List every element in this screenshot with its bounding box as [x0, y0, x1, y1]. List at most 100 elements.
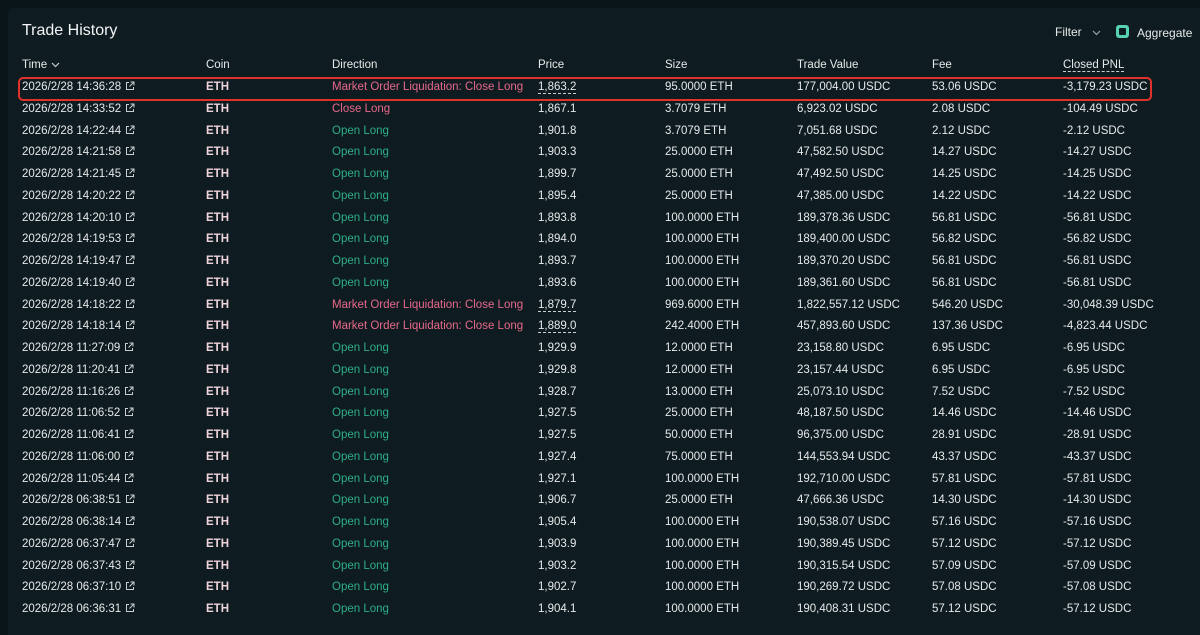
time[interactable]: 2026/2/28 11:06:41	[22, 429, 134, 441]
time[interactable]: 2026/2/28 06:37:10	[22, 581, 135, 593]
external-link-icon[interactable]	[125, 168, 135, 178]
external-link-icon[interactable]	[124, 429, 134, 439]
time[interactable]: 2026/2/28 14:20:10	[22, 212, 135, 224]
trade-value: 190,408.31 USDC	[797, 603, 891, 615]
external-link-icon[interactable]	[125, 320, 135, 330]
external-link-icon[interactable]	[125, 233, 135, 243]
time[interactable]: 2026/2/28 14:36:28	[22, 81, 135, 93]
closed-pnl: -4,823.44 USDC	[1063, 320, 1148, 333]
price: 1,929.8	[538, 363, 577, 376]
size: 100.0000 ETH	[665, 537, 740, 550]
external-link-icon[interactable]	[125, 81, 135, 91]
price: 1,863.2	[538, 81, 577, 94]
fee: 14.46 USDC	[932, 407, 997, 420]
size: 100.0000 ETH	[665, 516, 740, 528]
time[interactable]: 2026/2/28 14:20:22	[22, 190, 135, 202]
time[interactable]: 2026/2/28 14:19:53	[22, 233, 135, 245]
trade-value: 1,822,557.12 USDC	[797, 298, 900, 311]
time[interactable]: 2026/2/28 14:19:47	[22, 255, 135, 267]
external-link-icon[interactable]	[125, 560, 135, 570]
time[interactable]: 2026/2/28 06:36:31	[22, 603, 135, 615]
price: 1,903.2	[538, 559, 577, 572]
external-link-icon[interactable]	[125, 190, 135, 200]
time[interactable]: 2026/2/28 14:18:14	[22, 320, 135, 332]
external-link-icon[interactable]	[125, 538, 135, 548]
column-header[interactable]: Direction	[332, 59, 378, 71]
title: Trade History	[22, 22, 118, 39]
external-link-icon[interactable]	[125, 277, 135, 287]
external-link-icon[interactable]	[125, 581, 135, 591]
external-link-icon[interactable]	[124, 407, 134, 417]
closed-pnl: -56.81 USDC	[1063, 255, 1132, 267]
coin: ETH	[206, 603, 229, 615]
closed-pnl: -56.81 USDC	[1063, 276, 1132, 289]
closed-pnl: -56.82 USDC	[1063, 233, 1132, 246]
closed-pnl: -14.25 USDC	[1063, 168, 1132, 180]
time[interactable]: 2026/2/28 06:38:51	[22, 494, 135, 506]
time[interactable]: 2026/2/28 14:19:40	[22, 277, 135, 289]
column-header[interactable]: Trade Value	[797, 59, 859, 71]
time[interactable]: 2026/2/28 11:16:26	[22, 386, 134, 398]
external-link-icon[interactable]	[125, 494, 135, 504]
external-link-icon[interactable]	[124, 342, 134, 352]
column-header[interactable]: Price	[538, 59, 565, 71]
external-link-icon[interactable]	[124, 364, 134, 374]
aggregate-checkbox[interactable]	[1116, 25, 1129, 38]
column-header[interactable]: Size	[665, 59, 688, 71]
closed-pnl: -56.81 USDC	[1063, 211, 1132, 224]
trade-value: 177,004.00 USDC	[797, 81, 891, 93]
size: 13.0000 ETH	[665, 385, 733, 398]
size: 969.6000 ETH	[665, 298, 740, 311]
time[interactable]: 2026/2/28 14:22:44	[22, 125, 135, 137]
coin: ETH	[206, 189, 229, 202]
filter-chevron[interactable]	[1092, 30, 1101, 36]
time[interactable]: 2026/2/28 14:33:52	[22, 103, 135, 115]
external-link-icon[interactable]	[124, 473, 134, 483]
closed-pnl: -6.95 USDC	[1063, 342, 1125, 354]
direction: Open Long	[332, 276, 389, 289]
external-link-icon[interactable]	[125, 103, 135, 113]
time[interactable]: 2026/2/28 14:18:22	[22, 299, 135, 311]
coin: ETH	[206, 363, 229, 376]
time[interactable]: 2026/2/28 14:21:45	[22, 168, 135, 180]
price: 1,927.5	[538, 429, 577, 441]
time[interactable]: 2026/2/28 06:38:14	[22, 516, 135, 528]
price: 1,905.4	[538, 516, 577, 528]
external-link-icon[interactable]	[125, 516, 135, 526]
time[interactable]: 2026/2/28 11:20:41	[22, 364, 134, 376]
external-link-icon[interactable]	[125, 146, 135, 156]
external-link-icon[interactable]	[125, 255, 135, 265]
external-link-icon[interactable]	[124, 451, 134, 461]
direction: Open Long	[332, 581, 389, 594]
time[interactable]: 2026/2/28 11:06:00	[22, 451, 134, 463]
external-link-icon[interactable]	[124, 386, 134, 396]
external-link-icon[interactable]	[125, 603, 135, 613]
column-header[interactable]: Time	[22, 59, 60, 71]
closed-pnl: -57.81 USDC	[1063, 472, 1132, 485]
coin: ETH	[206, 407, 229, 420]
time[interactable]: 2026/2/28 11:06:52	[22, 407, 134, 419]
closed-pnl: -43.37 USDC	[1063, 450, 1132, 463]
time[interactable]: 2026/2/28 11:27:09	[22, 342, 134, 354]
price: 1,893.8	[538, 211, 577, 224]
time[interactable]: 2026/2/28 11:05:44	[22, 473, 134, 485]
size: 242.4000 ETH	[665, 320, 740, 333]
column-header[interactable]: Coin	[206, 59, 230, 71]
price: 1,903.3	[538, 146, 577, 159]
external-link-icon[interactable]	[125, 212, 135, 222]
column-header[interactable]: Closed PNL	[1063, 59, 1125, 72]
external-link-icon[interactable]	[125, 125, 135, 135]
aggregate-label[interactable]: Aggregate	[1137, 26, 1193, 40]
price: 1,901.8	[538, 124, 577, 137]
direction: Open Long	[332, 559, 389, 572]
external-link-icon[interactable]	[125, 299, 135, 309]
time[interactable]: 2026/2/28 14:21:58	[22, 146, 135, 158]
direction: Open Long	[332, 189, 389, 202]
time[interactable]: 2026/2/28 06:37:47	[22, 538, 135, 550]
column-header[interactable]: Fee	[932, 59, 952, 71]
filter[interactable]: Filter	[1055, 25, 1082, 39]
trade-value: 6,923.02 USDC	[797, 102, 878, 115]
time[interactable]: 2026/2/28 06:37:43	[22, 560, 135, 572]
size: 100.0000 ETH	[665, 581, 740, 594]
fee: 14.22 USDC	[932, 189, 997, 202]
